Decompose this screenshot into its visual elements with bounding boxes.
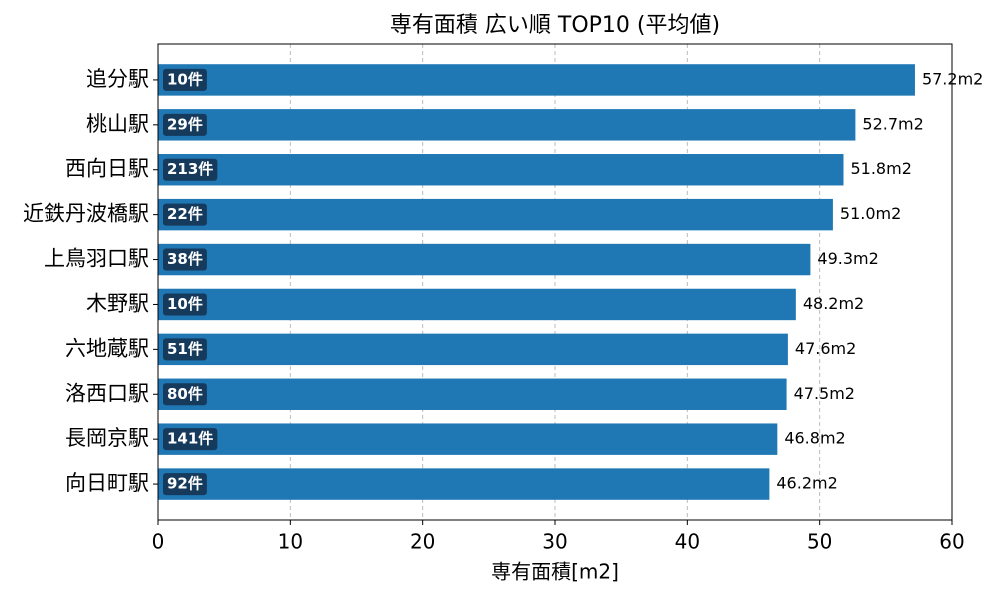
count-badge: [163, 68, 207, 91]
bar: [158, 468, 770, 500]
bar: [158, 378, 787, 410]
bar: [158, 243, 811, 276]
count-label: 213件: [167, 160, 213, 178]
count-badge: [163, 293, 207, 316]
count-label: 80件: [167, 385, 203, 403]
value-label: 52.7m2: [862, 114, 923, 133]
value-label: 49.3m2: [817, 249, 878, 268]
bar: [158, 64, 915, 96]
x-tick-label: 60: [939, 530, 964, 554]
x-tick-label: 10: [278, 530, 303, 554]
bar: [158, 109, 856, 141]
y-tick-label: 追分駅: [86, 67, 149, 91]
count-label: 10件: [167, 70, 203, 88]
x-tick-label: 20: [410, 530, 435, 554]
count-badge: [163, 158, 218, 181]
x-tick-label: 0: [152, 530, 165, 554]
y-tick-label: 近鉄丹波橋駅: [23, 202, 149, 226]
count-label: 141件: [167, 430, 213, 448]
x-axis-label: 専有面積[m2]: [491, 560, 619, 584]
y-tick-label: 木野駅: [86, 291, 149, 315]
y-tick-label: 向日町駅: [65, 471, 149, 495]
count-label: 22件: [167, 205, 203, 223]
x-tick-label: 50: [807, 530, 832, 554]
count-badge: [163, 473, 207, 496]
x-tick-label: 40: [675, 530, 700, 554]
count-badge: [163, 338, 207, 361]
count-label: 10件: [167, 295, 203, 313]
y-tick-label: 長岡京駅: [65, 426, 149, 450]
value-label: 51.8m2: [850, 159, 911, 178]
x-tick-label: 30: [542, 530, 567, 554]
y-tick-label: 桃山駅: [86, 112, 149, 136]
y-tick-label: 西向日駅: [65, 157, 149, 181]
value-label: 47.6m2: [795, 339, 856, 358]
value-label: 48.2m2: [803, 294, 864, 313]
bar: [158, 333, 788, 366]
chart-title: 専有面積 広い順 TOP10 (平均値): [390, 13, 720, 38]
value-label: 46.2m2: [776, 474, 837, 493]
count-badge: [163, 248, 207, 271]
y-tick-label: 洛西口駅: [65, 381, 149, 405]
count-label: 38件: [167, 250, 203, 268]
value-label: 47.5m2: [794, 384, 855, 403]
bar: [158, 154, 844, 186]
bar: [158, 423, 778, 455]
count-label: 29件: [167, 115, 203, 133]
value-label: 51.0m2: [840, 204, 901, 223]
count-badge: [163, 428, 218, 451]
value-label: 46.8m2: [784, 429, 845, 448]
count-badge: [163, 203, 207, 226]
plot-frame: [157, 43, 953, 521]
y-tick-label: 上鳥羽口駅: [44, 247, 149, 271]
count-badge: [163, 383, 207, 406]
value-label: 57.2m2: [922, 69, 983, 88]
count-label: 92件: [167, 475, 203, 493]
count-label: 51件: [167, 340, 203, 358]
count-badge: [163, 113, 207, 136]
bar: [158, 198, 833, 231]
bar: [158, 288, 796, 321]
y-tick-label: 六地蔵駅: [65, 336, 149, 360]
